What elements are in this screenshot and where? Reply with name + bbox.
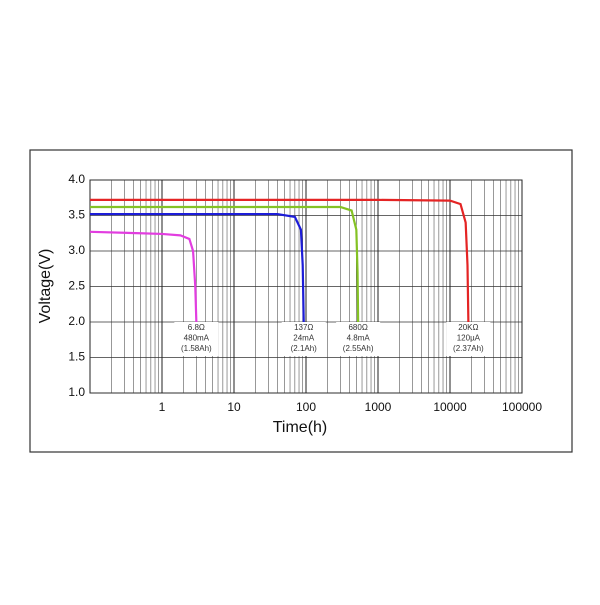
- annotation: 20KΩ: [458, 323, 478, 332]
- annotation: 4.8mA: [347, 334, 371, 343]
- annotation: 120µA: [457, 334, 481, 343]
- annotation: 24mA: [293, 334, 315, 343]
- series-line: [90, 205, 360, 323]
- x-tick-label: 100: [296, 400, 316, 414]
- annotation: 480mA: [184, 334, 210, 343]
- x-tick-label: 1000: [365, 400, 392, 414]
- x-tick-label: 10000: [433, 400, 467, 414]
- y-axis-label: Voltage(V): [37, 249, 54, 324]
- y-tick-label: 3.5: [68, 208, 85, 222]
- x-tick-label: 10: [227, 400, 241, 414]
- annotation: (2.1Ah): [291, 344, 318, 353]
- series-line: [90, 212, 305, 323]
- y-tick-label: 1.0: [68, 385, 85, 399]
- annotation-background: [281, 322, 326, 356]
- annotation: (1.58Ah): [181, 344, 212, 353]
- annotation: 6.8Ω: [188, 323, 205, 332]
- y-tick-label: 3.0: [68, 243, 85, 257]
- annotation: (2.37Ah): [453, 344, 484, 353]
- x-axis-label: Time(h): [273, 419, 328, 436]
- annotation: (2.55Ah): [343, 344, 374, 353]
- x-tick-label: 1: [159, 400, 166, 414]
- series-line: [89, 230, 198, 323]
- y-tick-label: 4.0: [68, 172, 85, 186]
- x-tick-label: 100000: [502, 400, 542, 414]
- series-line: [90, 198, 470, 323]
- y-tick-label: 2.5: [68, 279, 85, 293]
- annotation-background: [336, 322, 381, 356]
- annotation-background: [174, 322, 219, 356]
- y-tick-label: 1.5: [68, 350, 85, 364]
- annotation: 680Ω: [348, 323, 367, 332]
- annotation: 137Ω: [294, 323, 313, 332]
- y-tick-label: 2.0: [68, 314, 85, 328]
- annotation-background: [446, 322, 491, 356]
